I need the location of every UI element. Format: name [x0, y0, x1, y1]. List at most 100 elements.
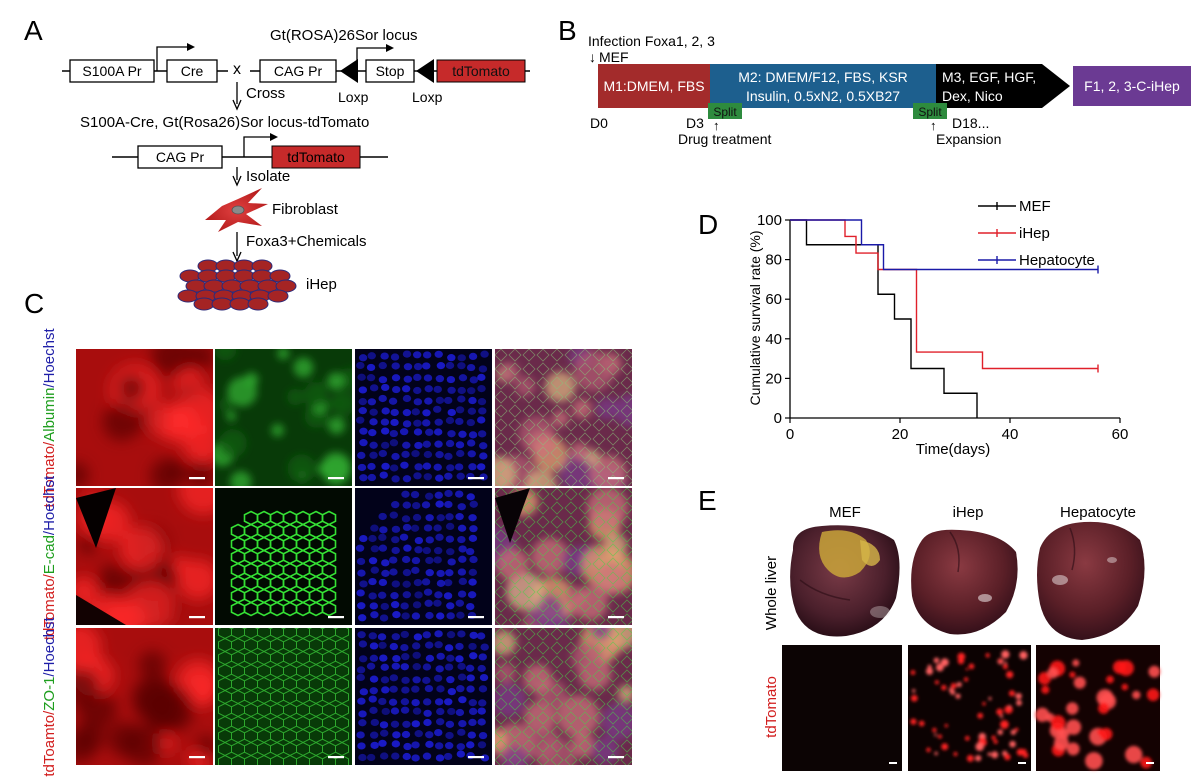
- x-tick-label: 40: [1002, 426, 1019, 443]
- fibroblast-label: Fibroblast: [272, 201, 339, 218]
- ihep-cell-cluster: [177, 259, 297, 311]
- drug-treatment-label: Drug treatment: [678, 131, 771, 147]
- stage-m1-label: M1:DMEM, FBS: [603, 78, 704, 94]
- row-label-3-suffix: /Hoechst: [41, 617, 58, 677]
- stage-m1: [598, 64, 710, 108]
- y-tick-label: 40: [765, 331, 782, 348]
- ihep-label: iHep: [306, 276, 337, 293]
- y-tick-label: 100: [757, 212, 782, 229]
- fibroblast-cell: [205, 188, 268, 232]
- tdtomato-label-2: tdTomato: [287, 149, 345, 165]
- scale-bar-e2: [1018, 762, 1026, 764]
- micrograph-r3-marker: [215, 628, 352, 765]
- fluor-tile-ihep: [908, 645, 1031, 771]
- ihep-cell: [247, 297, 269, 311]
- row-label-2-suffix: /Hoechst: [41, 475, 58, 535]
- promoter-arrow-1: [156, 46, 187, 71]
- row-label-2-prefix: tdTomato/: [41, 573, 58, 640]
- micrograph-r1-tdtomato: [76, 349, 213, 486]
- micrograph-r3-hoechst: [355, 628, 492, 765]
- panel-label-b: B: [558, 15, 577, 46]
- s100a-pr-box: [69, 59, 155, 83]
- drug-arrow-glyph: ↑: [713, 118, 720, 133]
- isolate-label: Isolate: [246, 168, 290, 185]
- x-axis-label: Time(days): [916, 441, 990, 458]
- scale-bar: [468, 477, 484, 480]
- row-label-1: tdTomato/Albumin/Hoechst: [41, 328, 58, 508]
- micrograph-r2-tdtomato: [76, 488, 213, 625]
- scale-bar: [608, 477, 624, 480]
- cag-pr-label-2: CAG Pr: [156, 149, 205, 165]
- scale-bar: [328, 756, 344, 759]
- legend-label-hepatocyte: Hepatocyte: [1019, 252, 1095, 269]
- cre-box: [166, 59, 218, 83]
- panel-a: A S100A Pr Cre x Gt(ROSA)26Sor locus CAG…: [24, 15, 530, 311]
- panel-label-a: A: [24, 15, 43, 46]
- loxp-label-2: Loxp: [412, 89, 443, 105]
- stage-m3-label-1: M3, EGF, HGF,: [942, 69, 1036, 85]
- mef-arrow-glyph: ↓: [589, 49, 596, 65]
- isolate-arrow: [232, 175, 242, 187]
- y-tick-label: 60: [765, 291, 782, 308]
- promoter-arrow-2: [356, 47, 386, 71]
- panel-label-e: E: [698, 485, 717, 516]
- micrograph-r3-merge: [495, 628, 632, 765]
- scale-bar: [328, 477, 344, 480]
- cre-label: Cre: [181, 63, 204, 79]
- loxp-triangle-1: [340, 59, 358, 83]
- micrograph-r1-hoechst: [355, 349, 492, 486]
- micrograph-r3-tdtomato: [76, 628, 213, 765]
- cross-symbol: x: [233, 61, 241, 78]
- scale-bar: [468, 616, 484, 619]
- cross-label: Cross: [246, 85, 285, 102]
- stage-m2-label-1: M2: DMEM/F12, FBS, KSR: [738, 69, 908, 85]
- induction-arrow: [232, 251, 242, 263]
- series-line-ihep: [790, 219, 1098, 370]
- micrograph-r1-marker: [215, 349, 352, 486]
- loxp-triangle-2: [416, 59, 434, 83]
- legend-label-mef: MEF: [1019, 198, 1051, 215]
- micrograph-r1-merge: [495, 349, 632, 486]
- micrograph-grid: [76, 349, 632, 765]
- stage-final: [1073, 66, 1191, 106]
- row-label-tdtomato: tdTomato: [763, 676, 780, 738]
- ihep-cell: [177, 289, 199, 303]
- stop-box: [365, 59, 415, 83]
- row-label-3-prefix: tdToamto/: [41, 710, 58, 777]
- panel-c: C tdTomato/Albumin/Hoechst tdTomato/E-ca…: [24, 288, 632, 777]
- loxp-label-1: Loxp: [338, 89, 369, 105]
- micrograph-r2-hoechst: [355, 488, 492, 625]
- cag-pr-box-2: [137, 145, 223, 169]
- scale-bar: [328, 616, 344, 619]
- tdtomato-box-2: [271, 145, 361, 169]
- scale-bar: [189, 616, 205, 619]
- survival-chart: 0 20 40 60 0 20 40 60 80 100 MEF iHep Hepatocyte: [757, 198, 1128, 443]
- series-line-mef: [790, 219, 978, 418]
- stop-label: Stop: [376, 63, 405, 79]
- col-label-hepatocyte: Hepatocyte: [1060, 504, 1136, 521]
- cross-arrow: [232, 99, 242, 111]
- col-label-mef: MEF: [829, 504, 861, 521]
- y-tick-label: 80: [765, 252, 782, 269]
- panel-b: B Infection Foxa1, 2, 3 ↓ MEF M1:DMEM, F…: [558, 15, 1191, 147]
- scale-bar: [468, 756, 484, 759]
- day-d18: D18...: [952, 115, 989, 131]
- y-axis-label: Cumulative survival rate (%): [747, 230, 763, 405]
- mef-label: MEF: [599, 49, 629, 65]
- promoter-arrow-3: [243, 136, 270, 157]
- split-label-2: Split: [918, 105, 942, 119]
- infection-label: Infection Foxa1, 2, 3: [588, 33, 715, 49]
- induction-label: Foxa3+Chemicals: [246, 233, 366, 250]
- liver-mef: [790, 525, 900, 637]
- y-tick-label: 0: [774, 410, 782, 427]
- ihep-cell: [267, 289, 289, 303]
- offspring-label: S100A-Cre, Gt(Rosa26)Sor locus-tdTomato: [80, 114, 369, 131]
- scale-bar: [608, 616, 624, 619]
- row-label-1-middle: Albumin: [41, 388, 58, 442]
- micrograph-r2-merge: [495, 488, 632, 625]
- x-tick-label: 20: [892, 426, 909, 443]
- row-label-3-middle: ZO-1: [41, 677, 58, 711]
- fluor-tile-hepatocyte: [1035, 645, 1161, 771]
- tdtomato-label-1: tdTomato: [452, 63, 510, 79]
